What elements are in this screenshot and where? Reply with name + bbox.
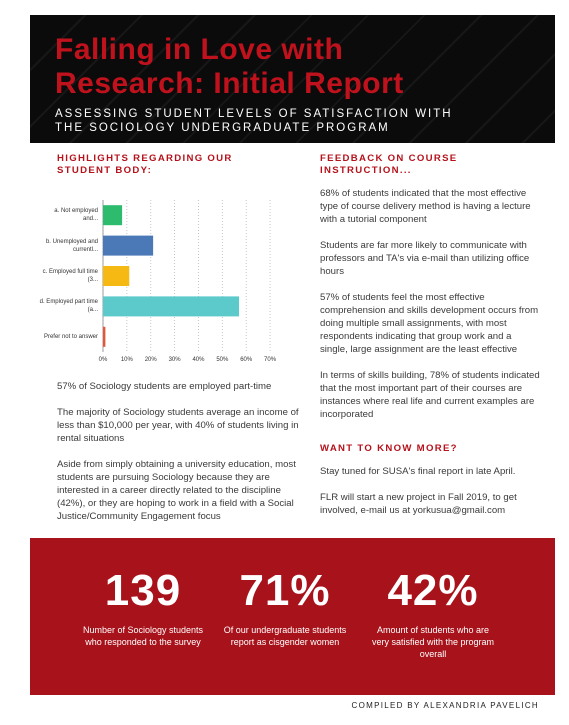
title: Falling in Love with Research: Initial R… — [55, 33, 404, 100]
category-label: c. Employed full time (3... — [42, 269, 98, 283]
x-tick-label: 10% — [121, 357, 134, 363]
subtitle: ASSESSING STUDENT LEVELS OF SATISFACTION… — [55, 108, 453, 134]
stat: 139 Number of Sociology students who res… — [78, 566, 208, 648]
highlights: HIGHLIGHTS REGARDING OUR STUDENT BODY: — [57, 153, 257, 187]
stats-band: 139 Number of Sociology students who res… — [30, 538, 555, 695]
paragraph: 57% of students feel the most effective … — [320, 292, 539, 355]
category-label: b. Unemployed and currentl... — [45, 238, 98, 253]
bar — [103, 205, 123, 226]
x-tick-label: 40% — [192, 357, 205, 363]
chart: 0% 10% 20% 30% 40% 50% 60% 70% a. Not employed … — [30, 192, 300, 372]
paragraph: Stay tuned for SUSA's final report in la… — [320, 466, 516, 477]
x-tick-label: 60% — [240, 357, 253, 363]
stat-caption: Of our undergraduate students report as … — [223, 625, 347, 647]
stat-number: 139 — [104, 566, 182, 615]
chart-svg: 0% 10% 20% 30% 40% 50% 60% 70% — [99, 200, 277, 363]
stat-number: 71% — [239, 566, 331, 615]
category-label: Prefer not to answer — [43, 333, 98, 340]
bar — [103, 296, 240, 317]
bar — [103, 326, 106, 347]
paragraph: Students are far more likely to communic… — [320, 240, 530, 277]
stat: 42% Amount of students who are very sati… — [368, 566, 498, 660]
footer: COMPILED BY ALEXANDRIA PAVELICH — [351, 701, 539, 710]
header: Falling in Love with Research: Initial R… — [30, 15, 555, 143]
stat: 71% Of our undergraduate students report… — [220, 566, 350, 648]
feedback: FEEDBACK ON COURSE INSTRUCTION... 68% of… — [320, 153, 540, 530]
x-tick-label: 20% — [145, 357, 158, 363]
paragraph: Aside from simply obtaining a university… — [57, 459, 296, 522]
paragraph: 68% of students indicated that the most … — [320, 188, 531, 225]
category-label: d. Employed part time (a... — [39, 299, 98, 314]
highlights-text: 57% of Sociology students are employed p… — [57, 380, 307, 536]
x-tick-label: 50% — [216, 357, 229, 363]
heading: HIGHLIGHTS REGARDING OUR STUDENT BODY: — [57, 153, 233, 176]
bar — [103, 266, 130, 286]
heading: WANT TO KNOW MORE? — [320, 443, 458, 454]
stat-number: 42% — [387, 566, 479, 615]
x-tick-label: 70% — [264, 357, 277, 363]
paragraph: 57% of Sociology students are employed p… — [57, 381, 272, 392]
stat-caption: Number of Sociology students who respond… — [82, 625, 204, 647]
x-tick-label: 30% — [169, 357, 182, 363]
bar — [103, 235, 154, 256]
heading: FEEDBACK ON COURSE INSTRUCTION... — [320, 153, 458, 176]
category-label: a. Not employed and... — [54, 208, 98, 223]
stat-caption: Amount of students who are very satisfie… — [371, 625, 495, 659]
x-tick-label: 0% — [99, 357, 108, 363]
paragraph: FLR will start a new project in Fall 201… — [320, 492, 517, 516]
paragraph: In terms of skills building, 78% of stud… — [320, 370, 540, 420]
paragraph: The majority of Sociology students avera… — [57, 407, 299, 444]
